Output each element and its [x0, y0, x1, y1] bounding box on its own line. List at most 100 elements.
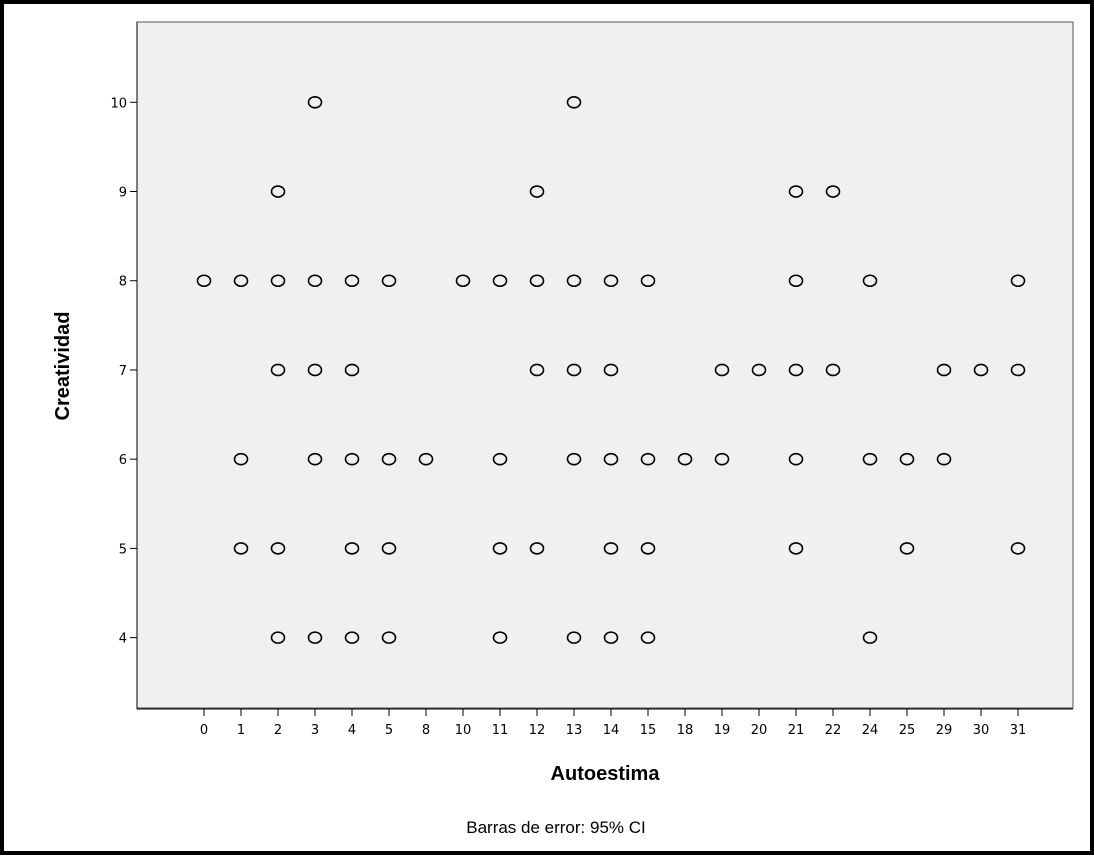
- data-point: [640, 452, 656, 466]
- data-point: [529, 185, 545, 198]
- data-point: [751, 363, 767, 377]
- data-point: [788, 274, 804, 288]
- data-point: [381, 631, 397, 644]
- data-point: [862, 631, 878, 644]
- data-point: [270, 274, 286, 288]
- data-point: [788, 452, 804, 466]
- data-point: [640, 542, 656, 555]
- data-point: [344, 542, 360, 555]
- y-tick-label: 10: [110, 96, 127, 111]
- data-point: [603, 363, 619, 377]
- data-point: [233, 542, 249, 555]
- data-point: [1010, 542, 1026, 555]
- x-tick-label: 13: [566, 723, 583, 738]
- x-tick-label: 0: [200, 723, 208, 738]
- data-point: [603, 542, 619, 555]
- data-point: [788, 185, 804, 198]
- data-point: [270, 542, 286, 555]
- data-point: [640, 631, 656, 644]
- data-point: [566, 452, 582, 466]
- data-point: [529, 363, 545, 377]
- x-tick-label: 22: [825, 723, 842, 738]
- x-tick-label: 18: [677, 723, 694, 738]
- y-tick-label: 4: [119, 632, 127, 647]
- data-point: [936, 363, 952, 377]
- x-tick-label: 8: [422, 723, 430, 738]
- data-point: [899, 452, 915, 466]
- x-tick-label: 5: [385, 723, 393, 738]
- x-tick-label: 1: [237, 723, 245, 738]
- data-point: [862, 452, 878, 466]
- data-point: [862, 274, 878, 288]
- x-tick-label: 19: [714, 723, 731, 738]
- data-point: [381, 274, 397, 288]
- data-point: [344, 363, 360, 377]
- data-point: [788, 542, 804, 555]
- y-tick-label: 9: [119, 186, 127, 201]
- data-point: [1010, 274, 1026, 288]
- data-points: [196, 95, 1026, 644]
- data-point: [307, 95, 323, 109]
- x-tick-label: 3: [311, 723, 319, 738]
- data-point: [492, 631, 508, 644]
- x-tick-label: 10: [455, 723, 472, 738]
- data-point: [825, 185, 841, 198]
- x-tick-label: 11: [492, 723, 509, 738]
- data-point: [603, 452, 619, 466]
- data-point: [381, 452, 397, 466]
- data-point: [270, 185, 286, 198]
- plot-area: [136, 21, 1074, 709]
- y-axis-title: Creatividad: [52, 312, 74, 421]
- data-point: [936, 452, 952, 466]
- data-point: [492, 274, 508, 288]
- data-point: [344, 452, 360, 466]
- x-axis-ticks: 0 1 2 3 4 5 8 10 11 12 13 14 15 18 19 20 21 22 24 25 29 30 31: [200, 709, 1026, 738]
- data-point: [307, 274, 323, 288]
- data-point: [344, 274, 360, 288]
- data-point: [270, 363, 286, 377]
- y-axis-ticks: 4 5 6 7 8 9 10: [110, 96, 137, 647]
- data-point: [825, 363, 841, 377]
- data-point: [566, 95, 582, 109]
- data-point: [529, 274, 545, 288]
- x-tick-label: 4: [348, 723, 356, 738]
- y-tick-label: 7: [119, 364, 127, 379]
- x-tick-label: 20: [751, 723, 768, 738]
- data-point: [677, 452, 693, 466]
- x-tick-label: 25: [899, 723, 916, 738]
- x-tick-label: 2: [274, 723, 282, 738]
- x-tick-label: 29: [936, 723, 953, 738]
- data-point: [307, 363, 323, 377]
- x-tick-label: 15: [640, 723, 657, 738]
- x-tick-label: 24: [862, 723, 879, 738]
- data-point: [529, 542, 545, 555]
- data-point: [566, 274, 582, 288]
- data-point: [418, 452, 434, 466]
- data-point: [381, 542, 397, 555]
- data-point: [714, 363, 730, 377]
- y-tick-label: 6: [119, 453, 127, 468]
- data-point: [270, 631, 286, 644]
- data-point: [492, 542, 508, 555]
- x-tick-label: 30: [973, 723, 990, 738]
- data-point: [640, 274, 656, 288]
- data-point: [196, 274, 212, 288]
- data-point: [344, 631, 360, 644]
- data-point: [307, 452, 323, 466]
- data-point: [455, 274, 471, 288]
- data-point: [233, 452, 249, 466]
- data-point: [307, 631, 323, 644]
- x-tick-label: 21: [788, 723, 805, 738]
- data-point: [899, 542, 915, 555]
- data-point: [603, 274, 619, 288]
- x-tick-label: 31: [1010, 723, 1027, 738]
- data-point: [566, 363, 582, 377]
- data-point: [566, 631, 582, 644]
- x-axis-title: Autoestima: [551, 763, 661, 785]
- data-point: [1010, 363, 1026, 377]
- y-tick-label: 8: [119, 275, 127, 290]
- data-point: [788, 363, 804, 377]
- x-tick-label: 14: [603, 723, 620, 738]
